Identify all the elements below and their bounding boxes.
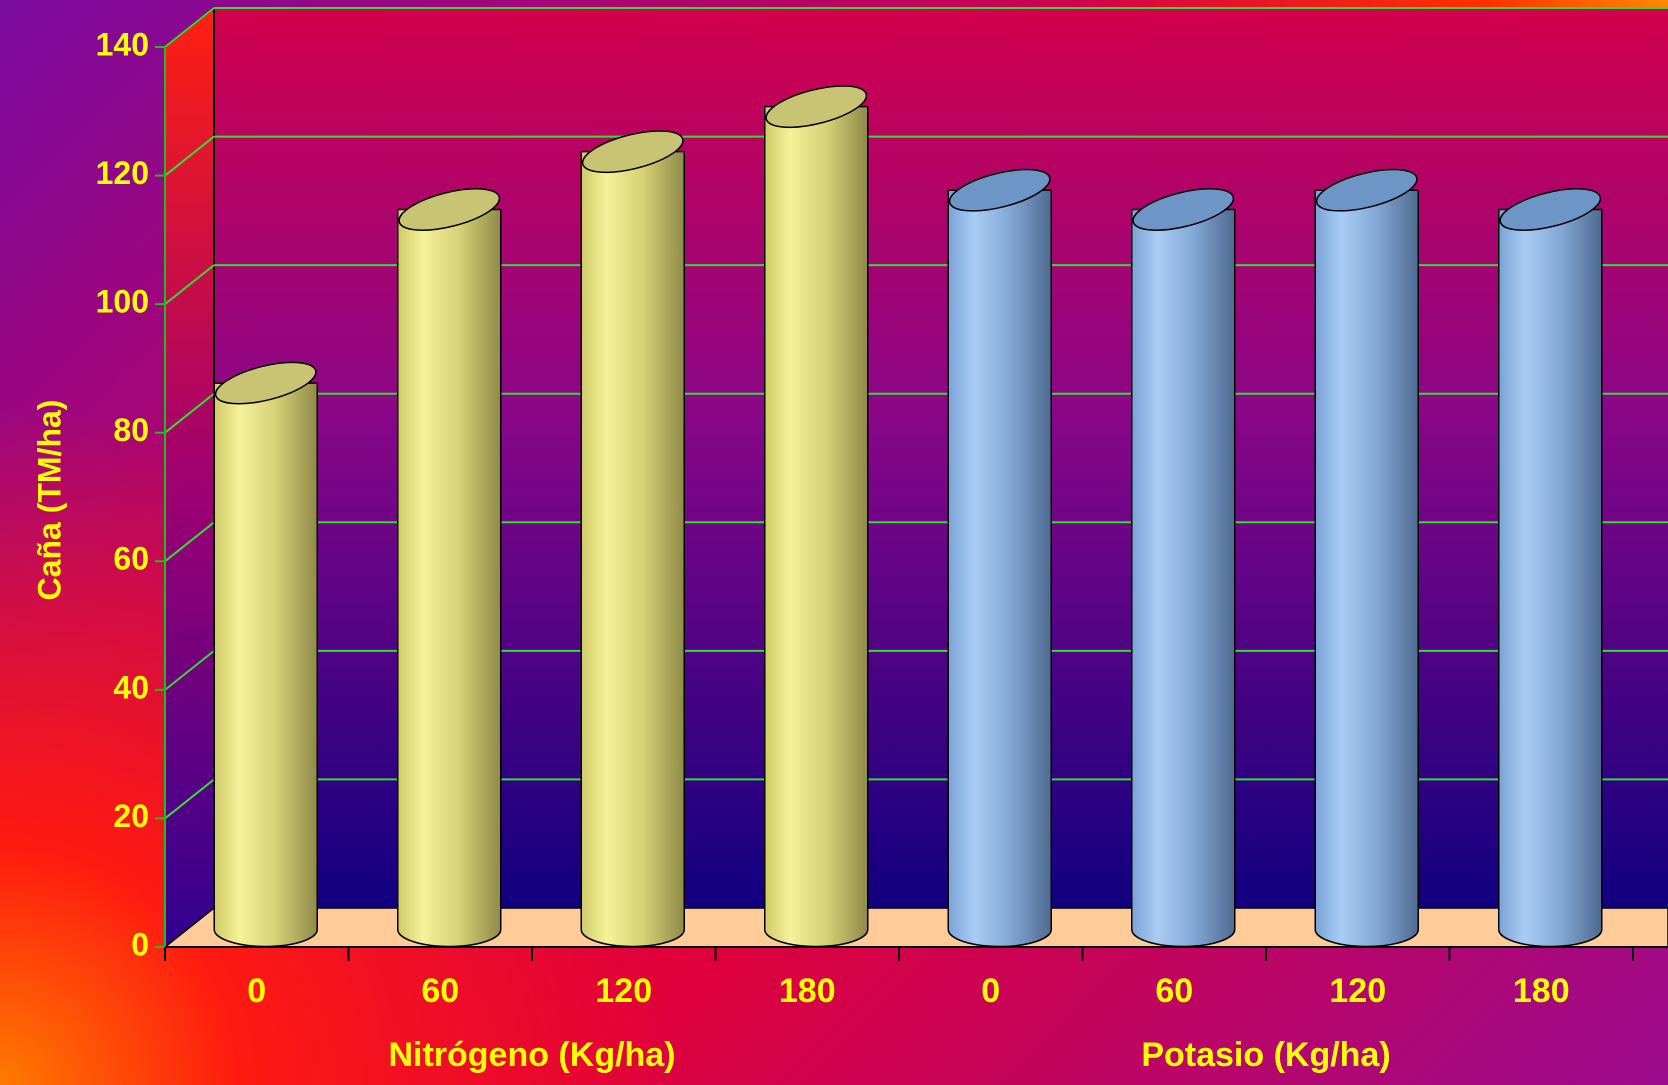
gridline-diagonal [164,521,215,563]
chart-back-wall [214,8,1668,908]
y-tick-label: 60 [113,541,149,577]
y-tick-label: 140 [96,26,149,62]
bar [1131,188,1236,948]
x-tick-label: 120 [595,972,652,1010]
group-label: Potasio (Kg/ha) [1141,1036,1390,1074]
bars [213,85,1603,948]
gridline-diagonal [164,264,215,305]
bar [1498,188,1603,948]
chart-side-wall [165,8,214,947]
x-axis-ticks: 0 60 120 180 0 60 120 180 [164,947,1634,1010]
y-axis-label: Caña (TM/ha) [31,400,67,601]
x-tick-label: 60 [421,972,459,1010]
gridline-diagonal [164,135,215,177]
bar [397,188,502,948]
y-tick-label: 40 [113,669,149,705]
y-tick-label: 120 [96,155,149,191]
gridline-diagonal [164,778,215,820]
gridline-diagonal [164,650,215,691]
x-tick-label: 0 [981,972,1000,1010]
bar [764,85,869,948]
y-tick-label: 0 [131,926,149,962]
y-tick-label: 20 [113,798,149,834]
group-label: Nitrógeno (Kg/ha) [388,1036,675,1074]
bar [1314,168,1419,948]
x-tick-label: 0 [247,972,266,1010]
bar [580,130,685,948]
x-tick-label: 180 [1513,972,1570,1010]
y-tick-label: 80 [113,412,149,448]
bar [213,361,318,948]
group-labels: Nitrógeno (Kg/ha) Potasio (Kg/ha) [388,1036,1390,1074]
bar [947,168,1052,948]
chart-floor [162,907,1668,948]
x-tick-label: 60 [1155,972,1193,1010]
y-tick-label: 100 [96,284,149,320]
x-tick-label: 120 [1329,972,1386,1010]
x-tick-label: 180 [779,972,836,1010]
gridline-diagonal [164,7,215,48]
y-axis-ticks: 0 20 40 60 80 100 120 140 [96,26,165,962]
gridline-diagonal [164,392,215,434]
